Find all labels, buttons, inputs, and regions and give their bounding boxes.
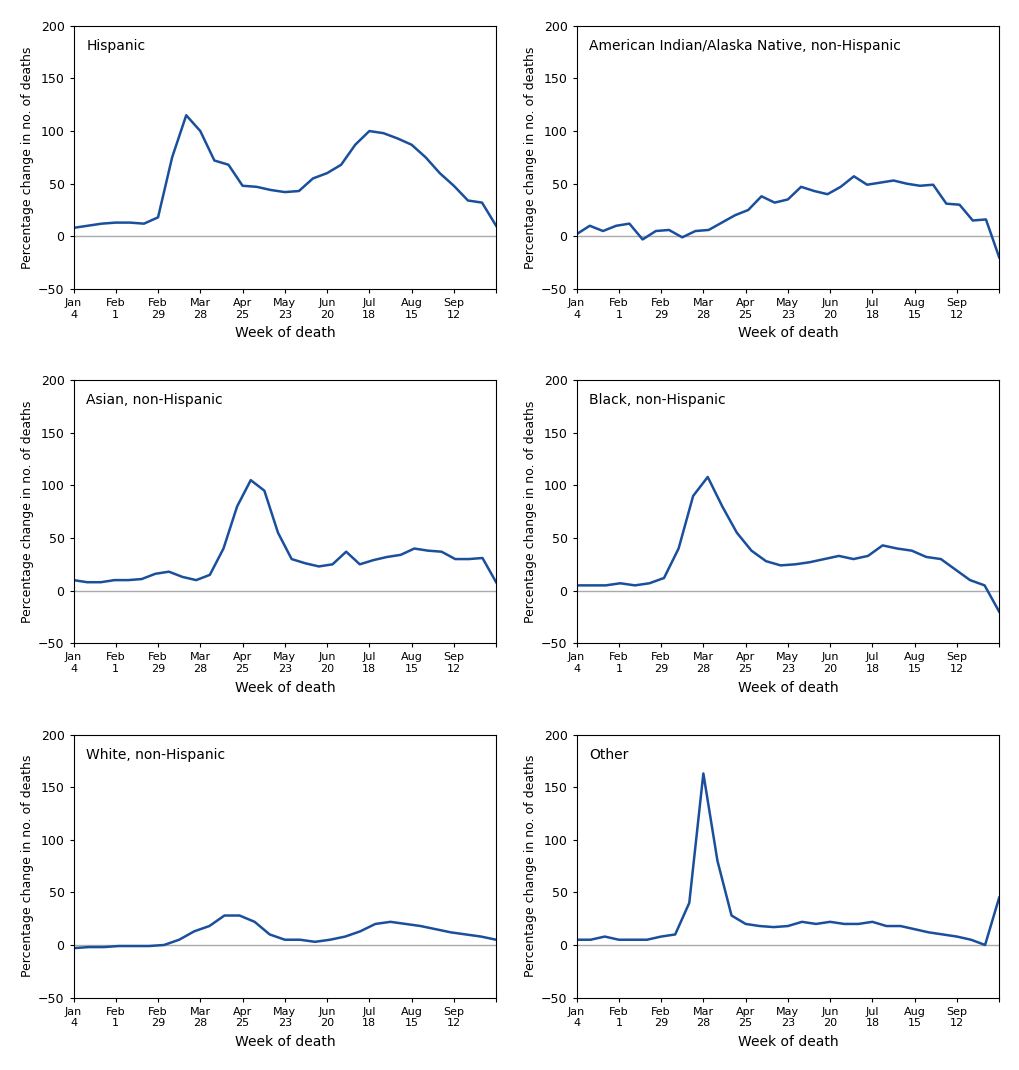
- Y-axis label: Percentage change in no. of deaths: Percentage change in no. of deaths: [20, 400, 34, 623]
- Y-axis label: Percentage change in no. of deaths: Percentage change in no. of deaths: [20, 46, 34, 269]
- Y-axis label: Percentage change in no. of deaths: Percentage change in no. of deaths: [20, 754, 34, 977]
- Text: American Indian/Alaska Native, non-Hispanic: American Indian/Alaska Native, non-Hispa…: [589, 39, 900, 54]
- Text: Asian, non-Hispanic: Asian, non-Hispanic: [87, 394, 222, 408]
- Text: Hispanic: Hispanic: [87, 39, 145, 54]
- Text: White, non-Hispanic: White, non-Hispanic: [87, 748, 225, 762]
- X-axis label: Week of death: Week of death: [737, 681, 838, 694]
- X-axis label: Week of death: Week of death: [737, 326, 838, 340]
- Y-axis label: Percentage change in no. of deaths: Percentage change in no. of deaths: [524, 46, 536, 269]
- Text: Other: Other: [589, 748, 628, 762]
- X-axis label: Week of death: Week of death: [737, 1035, 838, 1050]
- X-axis label: Week of death: Week of death: [234, 1035, 335, 1050]
- Text: Black, non-Hispanic: Black, non-Hispanic: [589, 394, 726, 408]
- X-axis label: Week of death: Week of death: [234, 326, 335, 340]
- Y-axis label: Percentage change in no. of deaths: Percentage change in no. of deaths: [524, 754, 536, 977]
- Y-axis label: Percentage change in no. of deaths: Percentage change in no. of deaths: [524, 400, 536, 623]
- X-axis label: Week of death: Week of death: [234, 681, 335, 694]
